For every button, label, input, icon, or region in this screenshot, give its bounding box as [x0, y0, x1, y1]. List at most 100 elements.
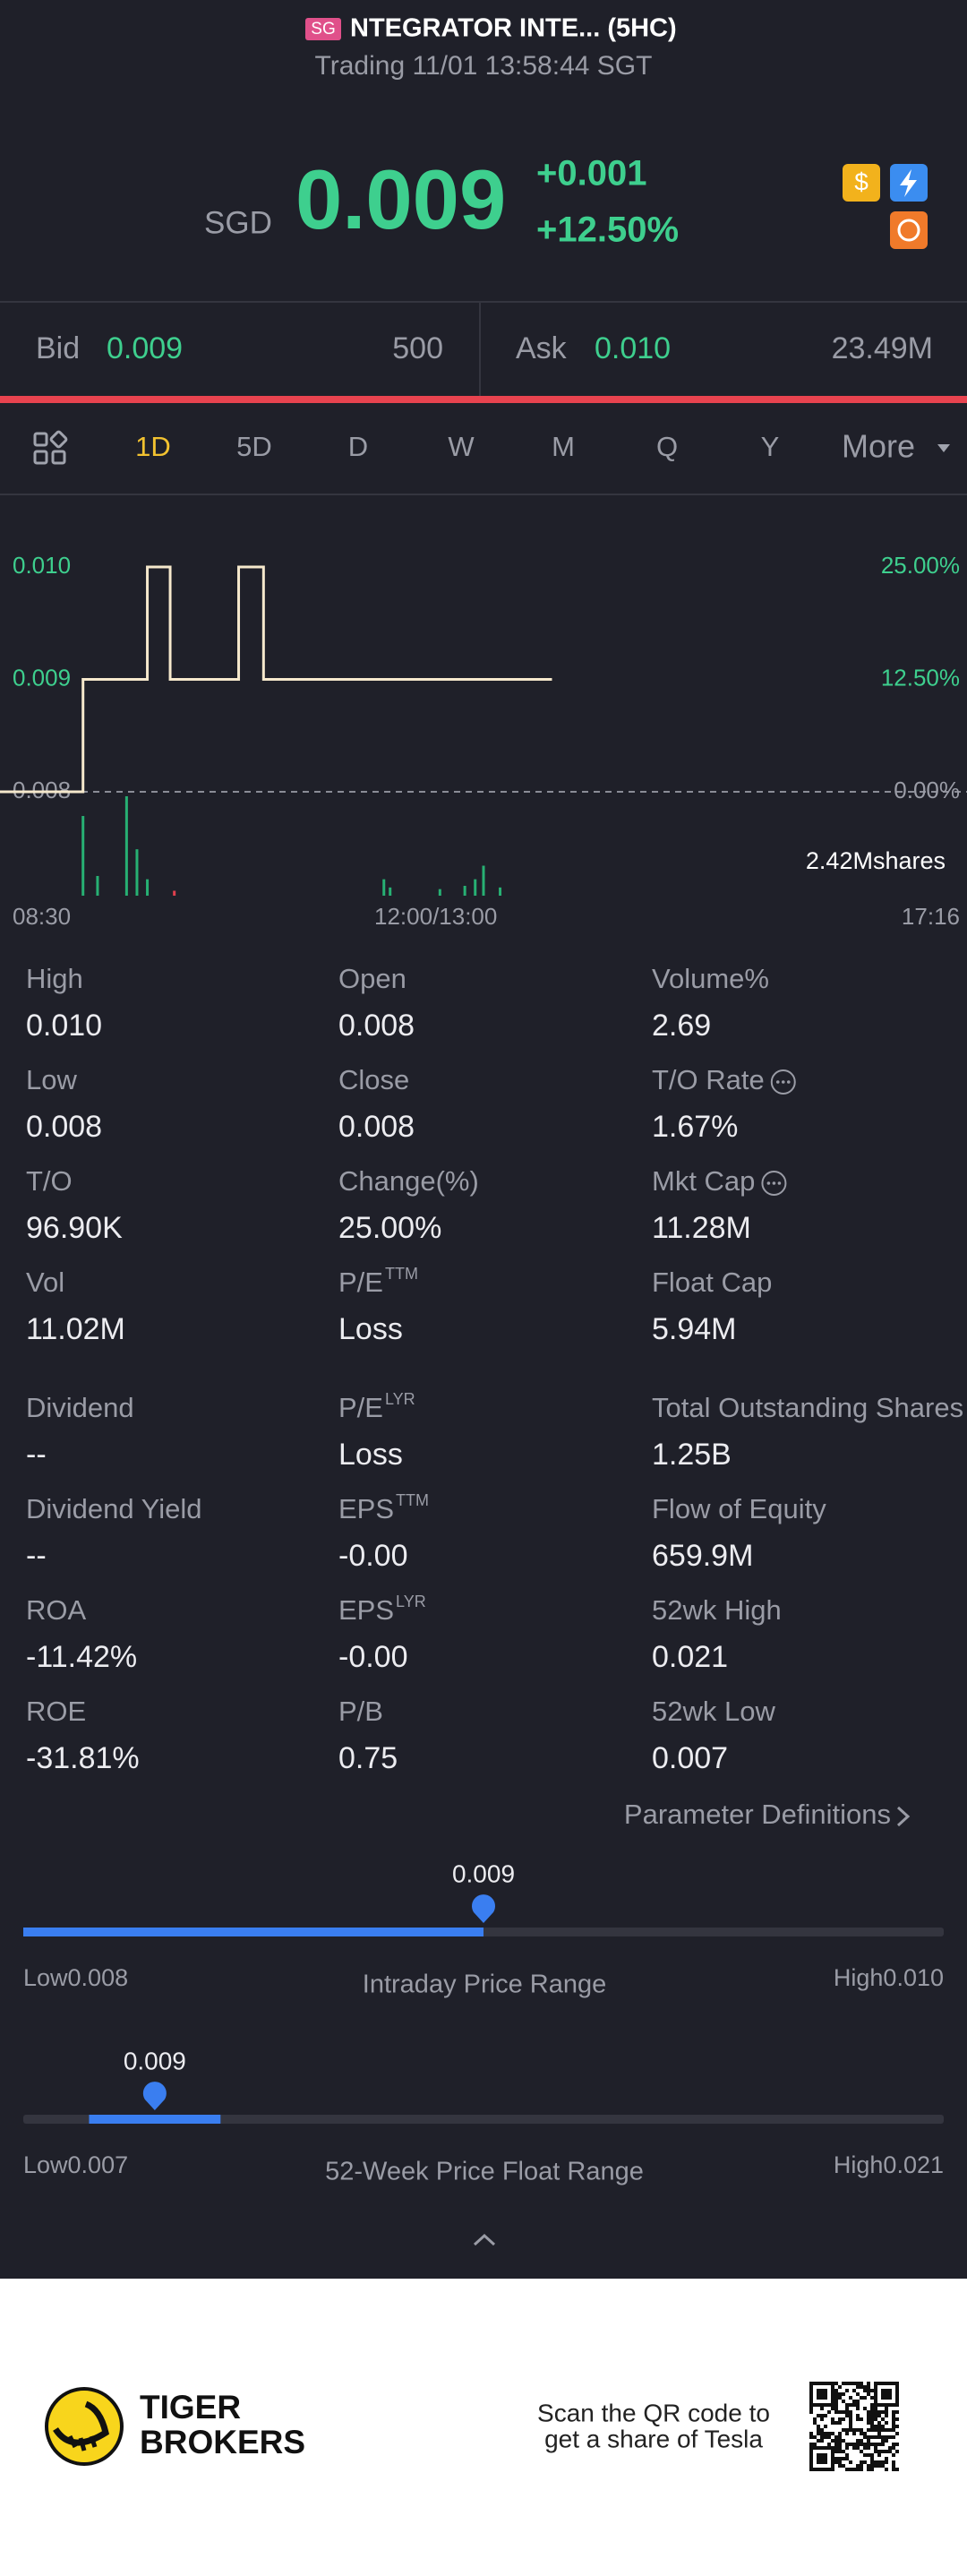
qr-module — [834, 2435, 838, 2439]
qr-module — [838, 2435, 842, 2439]
qr-module — [817, 2439, 820, 2443]
qr-module — [877, 2382, 881, 2385]
qr-module — [874, 2385, 877, 2389]
grid-icon[interactable] — [33, 430, 68, 465]
qr-module — [831, 2403, 834, 2407]
stat-value: 0.008 — [338, 1009, 415, 1043]
qr-module — [881, 2403, 885, 2407]
qr-module — [895, 2468, 899, 2471]
qr-module — [874, 2392, 877, 2396]
tab[interactable]: D — [348, 431, 368, 462]
tab[interactable]: M — [552, 431, 575, 462]
qr-module — [820, 2396, 824, 2400]
qr-module — [809, 2443, 813, 2446]
tab[interactable]: 1D — [135, 431, 171, 462]
qr-module — [842, 2450, 845, 2453]
stat-label: T/O — [26, 1165, 73, 1197]
info-icon[interactable] — [761, 1171, 787, 1196]
qr-module — [895, 2389, 899, 2392]
tab[interactable]: W — [448, 431, 475, 462]
qr-module — [831, 2453, 834, 2457]
qr-module — [838, 2410, 842, 2414]
stat-label: Total Outstanding Shares — [652, 1392, 963, 1423]
tab[interactable]: Q — [656, 431, 678, 462]
qr-module — [885, 2439, 888, 2443]
qr-module — [877, 2410, 881, 2414]
qr-module — [820, 2403, 824, 2407]
qr-module — [838, 2446, 842, 2450]
qr-module — [809, 2432, 813, 2435]
qr-module — [860, 2439, 863, 2443]
qr-module — [842, 2392, 845, 2396]
parameter-link[interactable]: Parameter Definitions — [624, 1799, 891, 1830]
volume-bar — [124, 796, 128, 896]
change-pct: +12.50% — [536, 210, 679, 250]
qr-module — [824, 2382, 827, 2385]
qr-module — [863, 2453, 867, 2457]
icon-flash[interactable] — [890, 164, 928, 202]
stat-value: -0.00 — [338, 1539, 408, 1573]
qr-caption: Scan the QR code to — [537, 2399, 770, 2426]
qr-module — [817, 2460, 820, 2464]
tab[interactable]: 5D — [236, 431, 272, 462]
qr-module — [885, 2450, 888, 2453]
stat-label-sup: TTM — [385, 1265, 418, 1283]
qr-module — [827, 2446, 831, 2450]
qr-module — [845, 2389, 849, 2392]
qr-module — [870, 2407, 874, 2410]
qr-module — [870, 2421, 874, 2425]
info-circle — [761, 1171, 787, 1196]
stat-value: -31.81% — [26, 1741, 140, 1775]
tiger-logo — [45, 2387, 124, 2466]
qr-module — [888, 2382, 892, 2385]
tab[interactable]: More — [842, 428, 915, 465]
stat-value: 5.94M — [652, 1312, 737, 1346]
qr-module — [842, 2457, 845, 2460]
qr-module — [834, 2392, 838, 2396]
tab[interactable]: Y — [761, 431, 780, 462]
qr-module — [870, 2428, 874, 2432]
stat-value: -- — [26, 1438, 47, 1472]
info-dot — [777, 1181, 782, 1185]
stat-value: 659.9M — [652, 1539, 753, 1573]
qr-module — [892, 2403, 895, 2407]
qr-module — [809, 2400, 813, 2403]
qr-module — [892, 2443, 895, 2446]
info-dot — [786, 1080, 791, 1084]
range-low-label: Low — [23, 1964, 68, 1991]
qr-module — [820, 2417, 824, 2421]
badge-text: SG — [311, 20, 335, 39]
qr-module — [860, 2382, 863, 2385]
icon-orange[interactable] — [890, 211, 928, 249]
y-tick-label: 0.009 — [13, 664, 71, 691]
qr-module — [852, 2432, 856, 2435]
volume-bar — [463, 885, 466, 896]
qr-module — [874, 2410, 877, 2414]
stat-value: 25.00% — [338, 1211, 441, 1245]
range-low: 0.007 — [68, 2151, 129, 2178]
qr-module — [834, 2443, 838, 2446]
qr-module — [813, 2446, 817, 2450]
volume-bar — [81, 816, 85, 896]
icon-coin[interactable]: $ — [843, 164, 880, 202]
qr-module — [867, 2435, 870, 2439]
qr-module — [874, 2382, 877, 2385]
qr-module — [827, 2435, 831, 2439]
qr-module — [881, 2382, 885, 2385]
qr-module — [895, 2443, 899, 2446]
info-icon[interactable] — [770, 1069, 796, 1095]
qr-module — [834, 2439, 838, 2443]
stat-label: ROA — [26, 1594, 87, 1626]
qr-module — [877, 2432, 881, 2435]
qr-module — [888, 2428, 892, 2432]
qr-module — [856, 2407, 860, 2410]
range-fill — [23, 1928, 484, 1936]
more-arrow — [937, 444, 950, 452]
stat-label: Float Cap — [652, 1267, 772, 1298]
qr-module — [813, 2443, 817, 2446]
stat-value: 0.75 — [338, 1741, 398, 1775]
collapse-caret[interactable] — [473, 2233, 496, 2246]
qr-module — [874, 2396, 877, 2400]
stat-label: P/E — [338, 1392, 383, 1423]
qr-module — [863, 2385, 867, 2389]
